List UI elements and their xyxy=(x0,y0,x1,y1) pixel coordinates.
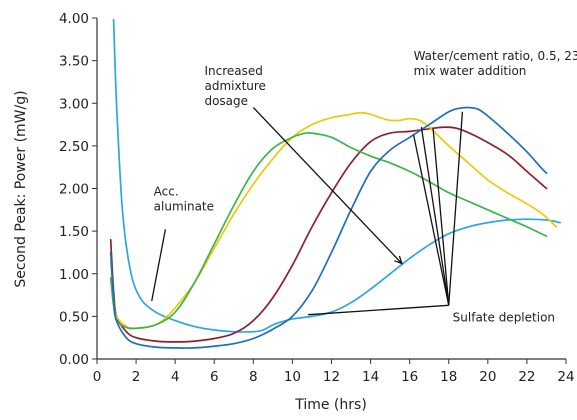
x-tick-label: 18 xyxy=(440,369,457,385)
y-tick-label: 3.50 xyxy=(59,54,89,70)
y-tick-label: 1.50 xyxy=(59,224,89,240)
annotation-pointer xyxy=(420,127,450,306)
annotation-line: dosage xyxy=(204,94,248,108)
x-tick-label: 20 xyxy=(479,369,496,385)
annotation-pointer xyxy=(252,107,403,264)
y-tick-label: 0.50 xyxy=(59,309,89,325)
series-line xyxy=(109,132,548,330)
y-tick-label: 1.00 xyxy=(59,267,89,283)
annotation-line: Increased xyxy=(204,64,262,78)
x-tick-label: 22 xyxy=(518,369,535,385)
y-tick-label: 0.00 xyxy=(59,352,89,368)
annotation-line: mix water addition xyxy=(414,64,527,78)
annotation-arrowhead xyxy=(394,255,403,265)
x-tick-label: 6 xyxy=(210,369,219,385)
x-tick-label: 4 xyxy=(171,369,180,385)
y-tick-label: 3.00 xyxy=(59,96,89,112)
y-tick-label: 2.50 xyxy=(59,139,89,155)
annotation-wc: Water/cement ratio, 0.5, 23 °Cmix water … xyxy=(414,49,577,78)
annotation-line: Sulfate depletion xyxy=(453,310,555,324)
x-tick-label: 10 xyxy=(284,369,301,385)
x-tick-label: 8 xyxy=(249,369,258,385)
x-tick-label: 24 xyxy=(557,369,574,385)
series-line xyxy=(109,111,558,330)
series-line xyxy=(109,126,548,343)
annotation-line: aluminate xyxy=(154,199,214,213)
annotation-pointer xyxy=(308,304,449,316)
y-tick-label: 2.00 xyxy=(59,182,89,198)
annotation-dosage: Increased admixture dosage xyxy=(204,64,265,108)
x-tick-label: 2 xyxy=(132,369,141,385)
annotation-line: Water/cement ratio, 0.5, 23 °C xyxy=(414,49,577,63)
x-tick-label: 16 xyxy=(401,369,418,385)
annotation-pointer xyxy=(448,111,464,306)
y-tick-label: 4.00 xyxy=(59,11,89,27)
series-line xyxy=(109,106,548,349)
y-axis-title: Second Peak: Power (mW/g) xyxy=(13,90,29,287)
annotation-line: Acc. xyxy=(154,184,179,198)
x-tick-label: 0 xyxy=(93,369,102,385)
ticks: 0 2 4 6 8 10 12 14 16 18 20 22 240.000.501.001.502.0… xyxy=(59,11,575,385)
annotation-pointer xyxy=(151,229,167,302)
x-axis-title: Time (hrs) xyxy=(294,397,367,413)
annotation-line: admixture xyxy=(204,79,265,93)
annotation-pointer xyxy=(432,128,450,306)
annotation-acc: Acc. aluminate xyxy=(154,184,214,213)
series xyxy=(109,18,561,349)
annotation-sulfate: Sulfate depletion xyxy=(453,310,555,324)
x-tick-label: 12 xyxy=(323,369,340,385)
annotation-pointer xyxy=(412,134,450,306)
x-tick-label: 14 xyxy=(362,369,379,385)
annotations: Acc. aluminate Increased admixture dosage Wat… xyxy=(151,49,577,324)
